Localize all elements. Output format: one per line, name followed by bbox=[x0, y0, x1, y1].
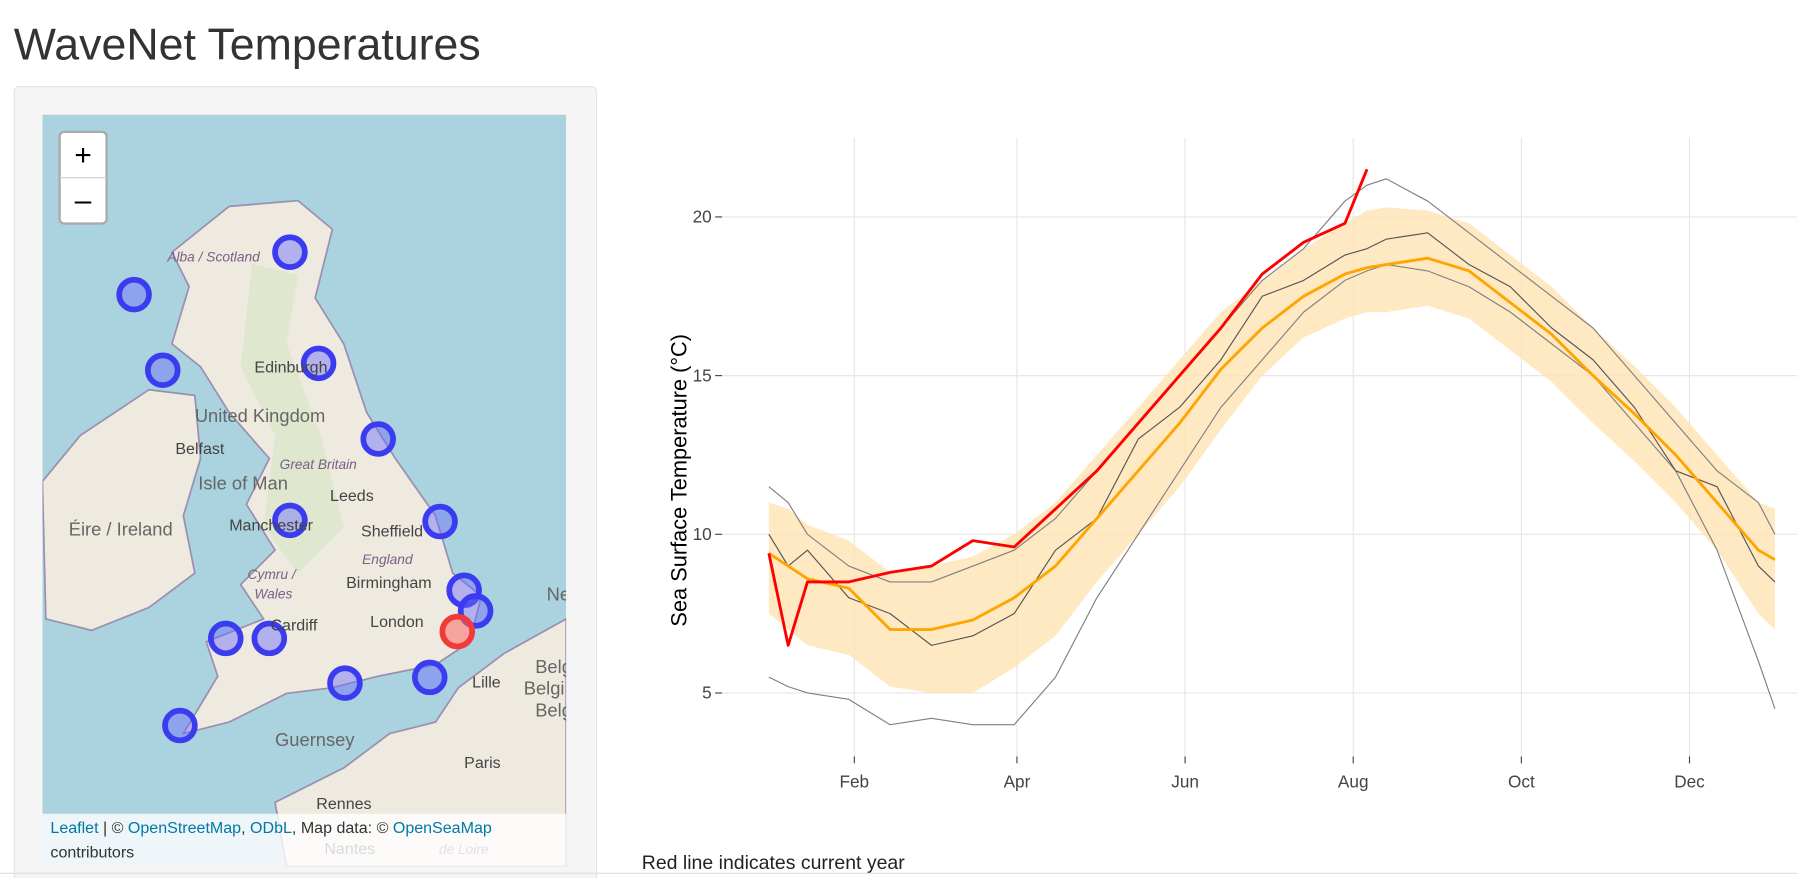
attribution: Leaflet | © OpenStreetMap, ODbL, Map dat… bbox=[50, 819, 491, 837]
leaflet-link[interactable]: Leaflet bbox=[50, 819, 99, 837]
place-label: Great Britain bbox=[280, 457, 358, 472]
openseamap-link[interactable]: OpenSeaMap bbox=[393, 819, 492, 837]
place-label: Belg bbox=[535, 656, 572, 677]
place-label: United Kingdom bbox=[195, 405, 325, 426]
place-label: Manchester bbox=[229, 517, 313, 535]
x-tick-label: Apr bbox=[1004, 771, 1031, 791]
y-tick-label: 5 bbox=[702, 683, 712, 703]
y-axis-title: Sea Surface Temperature (°C) bbox=[666, 334, 691, 627]
map[interactable]: Alba / Scotland Edinburgh United Kingdom Be… bbox=[42, 114, 572, 867]
place-label: Birmingham bbox=[346, 574, 432, 592]
zoom-out[interactable]: – bbox=[75, 184, 92, 217]
place-label: Cymru / bbox=[248, 567, 297, 582]
odbl-link[interactable]: ODbL bbox=[250, 819, 292, 837]
selected-marker[interactable] bbox=[439, 613, 476, 650]
range-band bbox=[768, 207, 1775, 693]
x-tick-label: Jun bbox=[1171, 771, 1199, 791]
place-label: England bbox=[362, 552, 414, 567]
chart: Feb Apr Jun Aug Oct Dec 5 10 15 20 bbox=[693, 137, 1797, 791]
series-line bbox=[767, 168, 1369, 647]
place-label: Lille bbox=[472, 674, 501, 692]
osm-link[interactable]: OpenStreetMap bbox=[128, 819, 241, 837]
y-tick-label: 10 bbox=[693, 524, 712, 544]
place-label: Belg bbox=[535, 699, 572, 720]
place-label: Leeds bbox=[330, 487, 374, 505]
y-tick-label: 15 bbox=[693, 365, 712, 385]
place-label: Belfast bbox=[175, 440, 225, 458]
place-label: Guernsey bbox=[275, 729, 355, 750]
place-label: Rennes bbox=[316, 795, 371, 813]
place-label: London bbox=[370, 613, 424, 631]
ireland bbox=[42, 388, 202, 632]
place-label: Éire / Ireland bbox=[69, 518, 173, 539]
uplands bbox=[240, 263, 344, 574]
place-label: Edinburgh bbox=[254, 359, 327, 377]
attr-text: , bbox=[241, 819, 250, 837]
x-tick-label: Dec bbox=[1674, 771, 1705, 791]
series-line bbox=[768, 256, 1776, 631]
attr-text: , Map data: © bbox=[292, 819, 393, 837]
place-label: Paris bbox=[464, 754, 501, 772]
place-label: Belgi bbox=[524, 678, 565, 699]
place-label: Isle of Man bbox=[198, 472, 288, 493]
place-label: Cardiff bbox=[270, 616, 317, 634]
y-tick-label: 20 bbox=[693, 207, 712, 227]
attr-text: | © bbox=[99, 819, 128, 837]
place-label: Wales bbox=[254, 586, 292, 601]
place-label: Alba / Scotland bbox=[166, 249, 261, 264]
zoom-in[interactable]: + bbox=[74, 139, 91, 172]
x-tick-label: Oct bbox=[1508, 771, 1535, 791]
place-label: Sheffield bbox=[361, 522, 423, 540]
series-line bbox=[768, 178, 1776, 583]
x-tick-label: Aug bbox=[1338, 771, 1369, 791]
series-line bbox=[768, 263, 1776, 726]
x-tick-label: Feb bbox=[840, 771, 870, 791]
attribution: contributors bbox=[50, 843, 134, 861]
place-label: Ne bbox=[547, 584, 570, 605]
attribution-box bbox=[42, 813, 567, 867]
caption: Red line indicates current year bbox=[642, 852, 905, 874]
page-title: WaveNet Temperatures bbox=[14, 21, 481, 70]
